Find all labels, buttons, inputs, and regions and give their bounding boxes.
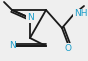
Text: N: N (27, 13, 33, 23)
Text: N: N (9, 41, 15, 51)
Text: O: O (65, 44, 71, 53)
Text: NH: NH (74, 10, 87, 18)
